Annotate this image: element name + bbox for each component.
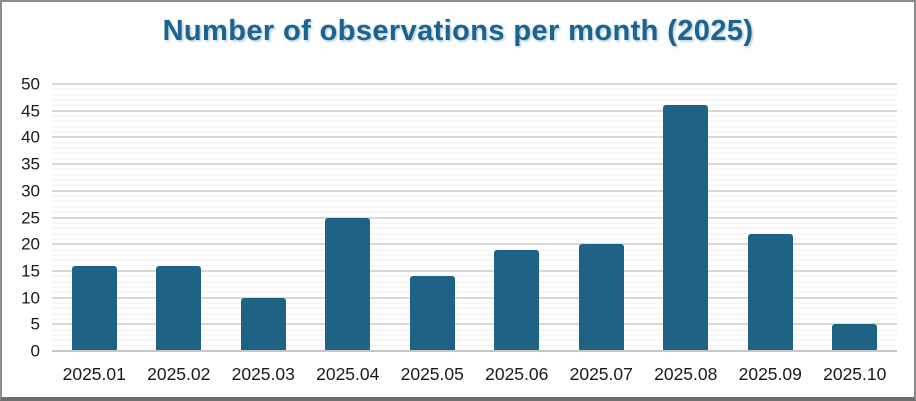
plot-area <box>52 83 897 352</box>
bar-column <box>644 84 729 351</box>
y-axis: 0 5 10 15 20 25 30 35 40 45 50 <box>2 76 40 360</box>
y-tick-label: 25 <box>21 208 40 227</box>
minor-gridline <box>52 94 897 96</box>
x-tick-label: 2025.07 <box>569 364 633 384</box>
bar-2025.10 <box>832 324 878 351</box>
bar-column <box>475 84 560 351</box>
bar-2025.01 <box>71 265 117 351</box>
x-tick-label: 2025.09 <box>738 364 802 384</box>
minor-gridline <box>52 184 897 186</box>
minor-gridline <box>52 147 897 149</box>
minor-gridline <box>52 195 897 197</box>
y-tick-label: 0 <box>30 341 40 361</box>
minor-gridline <box>52 339 897 341</box>
bar-column <box>137 84 222 351</box>
minor-gridline <box>52 318 897 320</box>
minor-gridline <box>52 254 897 256</box>
x-tick-label: 2025.02 <box>147 364 211 384</box>
x-tick-label: 2025.04 <box>316 364 380 384</box>
minor-gridline <box>52 302 897 304</box>
bar-2025.06 <box>494 249 540 351</box>
minor-gridline <box>52 286 897 288</box>
major-gridline <box>52 83 897 85</box>
major-gridline <box>52 109 897 112</box>
bar-column <box>559 84 644 351</box>
minor-gridline <box>52 152 897 154</box>
y-tick-label: 45 <box>21 101 40 121</box>
x-tick-label: 2025.08 <box>654 364 718 384</box>
minor-gridline <box>52 142 897 144</box>
y-tick-label: 40 <box>21 127 40 147</box>
y-tick-label: 30 <box>21 181 40 201</box>
minor-gridline <box>52 174 897 176</box>
minor-gridline <box>52 131 897 133</box>
major-gridline <box>52 136 897 139</box>
y-tick-label: 5 <box>30 314 40 334</box>
minor-gridline <box>52 345 897 347</box>
y-tick-label: 15 <box>21 261 40 281</box>
baseline-gridline <box>52 350 897 352</box>
bar-column <box>221 84 306 351</box>
minor-gridline <box>52 249 897 251</box>
minor-gridline <box>52 99 897 101</box>
minor-gridline <box>52 329 897 331</box>
minor-gridline <box>52 265 897 267</box>
minor-gridline <box>52 233 897 235</box>
minor-gridline <box>52 200 897 202</box>
major-gridline <box>52 189 897 192</box>
bar-2025.04 <box>325 217 371 351</box>
bar-column <box>52 84 137 351</box>
minor-gridline <box>52 281 897 283</box>
bar-2025.08 <box>663 105 709 351</box>
minor-gridline <box>52 307 897 309</box>
bar-2025.03 <box>240 297 286 351</box>
x-tick-label: 2025.06 <box>485 364 549 384</box>
bar-column <box>390 84 475 351</box>
major-gridline <box>52 296 897 299</box>
minor-gridline <box>52 238 897 240</box>
y-tick-label: 50 <box>21 74 40 94</box>
bar-column <box>813 84 898 351</box>
major-gridline <box>52 243 897 246</box>
y-tick-label: 20 <box>21 234 40 254</box>
bars-row <box>52 84 897 351</box>
minor-gridline <box>52 275 897 277</box>
minor-gridline <box>52 334 897 336</box>
bar-2025.07 <box>578 244 624 351</box>
y-tick-label: 10 <box>21 288 40 308</box>
minor-gridline <box>52 115 897 117</box>
minor-gridline <box>52 291 897 293</box>
major-gridline <box>52 163 897 166</box>
minor-gridline <box>52 227 897 229</box>
major-gridline <box>52 216 897 219</box>
minor-gridline <box>52 259 897 261</box>
minor-gridline <box>52 126 897 128</box>
bar-2025.05 <box>409 276 455 351</box>
x-tick-label: 2025.05 <box>400 364 464 384</box>
minor-gridline <box>52 104 897 106</box>
chart-title: Number of observations per month (2025) <box>162 15 754 47</box>
bar-column <box>306 84 391 351</box>
minor-gridline <box>52 120 897 122</box>
major-gridline <box>52 323 897 326</box>
minor-gridline <box>52 211 897 213</box>
x-tick-label: 2025.10 <box>823 364 887 384</box>
minor-gridline <box>52 206 897 208</box>
minor-gridline <box>52 179 897 181</box>
x-tick-label: 2025.03 <box>231 364 295 384</box>
bar-column <box>728 84 813 351</box>
major-gridline <box>52 269 897 272</box>
x-tick-label: 2025.01 <box>62 364 126 384</box>
bar-2025.09 <box>747 233 793 351</box>
x-axis: 2025.01 2025.02 2025.03 2025.04 2025.05 2025.… <box>52 364 897 390</box>
minor-gridline <box>52 168 897 170</box>
minor-gridline <box>52 313 897 315</box>
y-tick-label: 35 <box>21 154 40 174</box>
bar-2025.02 <box>156 265 202 351</box>
minor-gridline <box>52 158 897 160</box>
minor-gridline <box>52 222 897 224</box>
minor-gridline <box>52 88 897 90</box>
